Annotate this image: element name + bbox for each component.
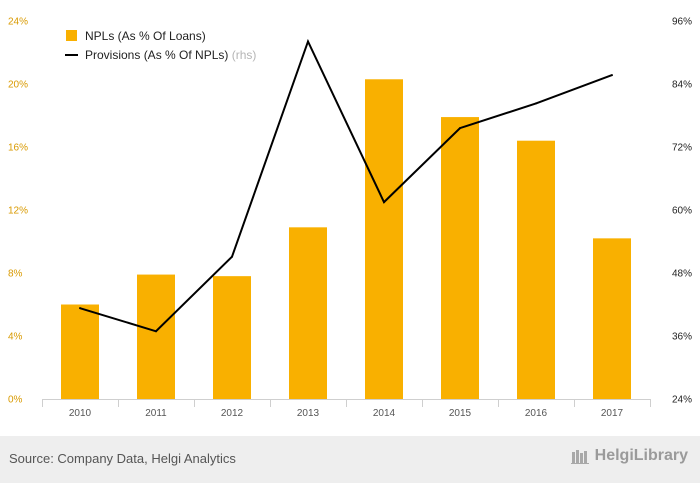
bar-npl: [441, 117, 479, 399]
x-tick-label: 2010: [69, 408, 92, 419]
line-provisions-point: [307, 40, 309, 43]
x-tick-label: 2016: [525, 408, 548, 419]
bar-npl: [137, 274, 175, 399]
legend-label-provisions: Provisions (As % Of NPLs) (rhs): [85, 48, 256, 62]
brand-name: HelgiLibrary: [594, 447, 688, 464]
source-note: Source: Company Data, Helgi Analytics: [9, 451, 236, 466]
chart: 0% 4% 8% 12% 16% 20% 24% 24% 36% 48% 60% 72% 84% 96% 2…: [8, 17, 692, 420]
bar-npl: [213, 276, 251, 399]
brand-logo[interactable]: HelgiLibrary: [570, 447, 688, 465]
y-right-tick-label: 24%: [672, 395, 692, 406]
y-left-tick-label: 24%: [8, 17, 28, 28]
x-tick-label: 2017: [601, 408, 624, 419]
bar-npl: [593, 238, 631, 399]
legend-swatch-npl: [66, 30, 77, 41]
line-provisions-point: [155, 330, 157, 333]
y-left-tick-label: 12%: [8, 206, 28, 217]
legend-note-rhs: (rhs): [228, 48, 256, 62]
y-right-tick-label: 48%: [672, 269, 692, 280]
x-tick-label: 2015: [449, 408, 472, 419]
y-left-tick-label: 8%: [8, 269, 23, 280]
y-left-tick-label: 4%: [8, 332, 23, 343]
bar-npl: [517, 140, 555, 399]
y-left-tick-label: 16%: [8, 143, 28, 154]
line-provisions-point: [231, 255, 233, 258]
library-icon: [570, 450, 589, 464]
legend-label-npl: NPLs (As % Of Loans): [85, 29, 206, 43]
y-left-tick-label: 20%: [8, 80, 28, 91]
footer: Source: Company Data, Helgi Analytics He…: [0, 436, 700, 483]
line-provisions-point: [535, 102, 537, 105]
y-right-tick-label: 72%: [672, 143, 692, 154]
line-provisions-point: [79, 307, 81, 310]
bar-npl: [365, 79, 403, 400]
x-tick-label: 2012: [221, 408, 244, 419]
line-provisions-point: [383, 201, 385, 204]
bar-npl: [289, 227, 327, 399]
x-tick-label: 2014: [373, 408, 396, 419]
y-right-tick-label: 96%: [672, 17, 692, 28]
line-provisions-point: [611, 74, 613, 77]
y-right-tick-label: 84%: [672, 80, 692, 91]
x-tick-label: 2011: [145, 408, 167, 419]
x-tick-label: 2013: [297, 408, 320, 419]
y-right-tick-label: 60%: [672, 206, 692, 217]
bar-npl: [61, 304, 99, 399]
y-right-tick-label: 36%: [672, 332, 692, 343]
y-left-tick-label: 0%: [8, 395, 23, 406]
line-provisions: [79, 38, 613, 333]
line-provisions-point: [459, 127, 461, 130]
